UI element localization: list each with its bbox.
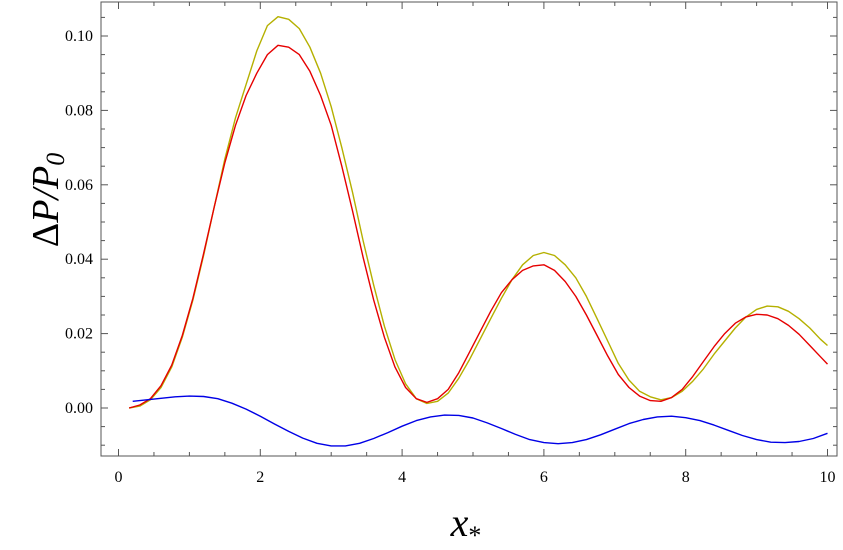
x-axis-title-main: x — [450, 500, 469, 545]
y-axis-title: ΔP/P0 — [25, 153, 70, 247]
x-axis-title-subscript: * — [468, 521, 481, 550]
y-tick-label: 0.02 — [65, 326, 93, 343]
x-axis-title: x* — [450, 500, 482, 550]
x-tick-label: 4 — [398, 469, 406, 486]
x-tick-label: 8 — [682, 469, 690, 486]
y-axis-title-main: P/P — [25, 166, 67, 224]
y-axis-title-delta: Δ — [25, 223, 67, 247]
y-tick-label: 0.06 — [65, 177, 93, 194]
y-tick-label: 0.10 — [65, 28, 93, 45]
x-tick-label: 2 — [256, 469, 264, 486]
y-tick-label: 0.04 — [65, 251, 93, 268]
axis-ticks: 0 2 4 6 8 10 0.00 0.02 0.04 0.06 0.08 0.10 — [65, 2, 837, 486]
series-line-2 — [128, 44, 829, 409]
series-layer — [128, 16, 829, 447]
y-tick-label: 0.08 — [65, 102, 93, 119]
x-tick-label: 0 — [115, 469, 123, 486]
x-tick-label: 6 — [540, 469, 548, 486]
y-axis-title-subscript: 0 — [41, 153, 70, 166]
series-line-1 — [128, 16, 828, 409]
plot-frame — [100, 1, 838, 457]
series-line-3 — [132, 395, 828, 447]
y-tick-label: 0.00 — [65, 400, 93, 417]
x-tick-label: 10 — [820, 469, 836, 486]
